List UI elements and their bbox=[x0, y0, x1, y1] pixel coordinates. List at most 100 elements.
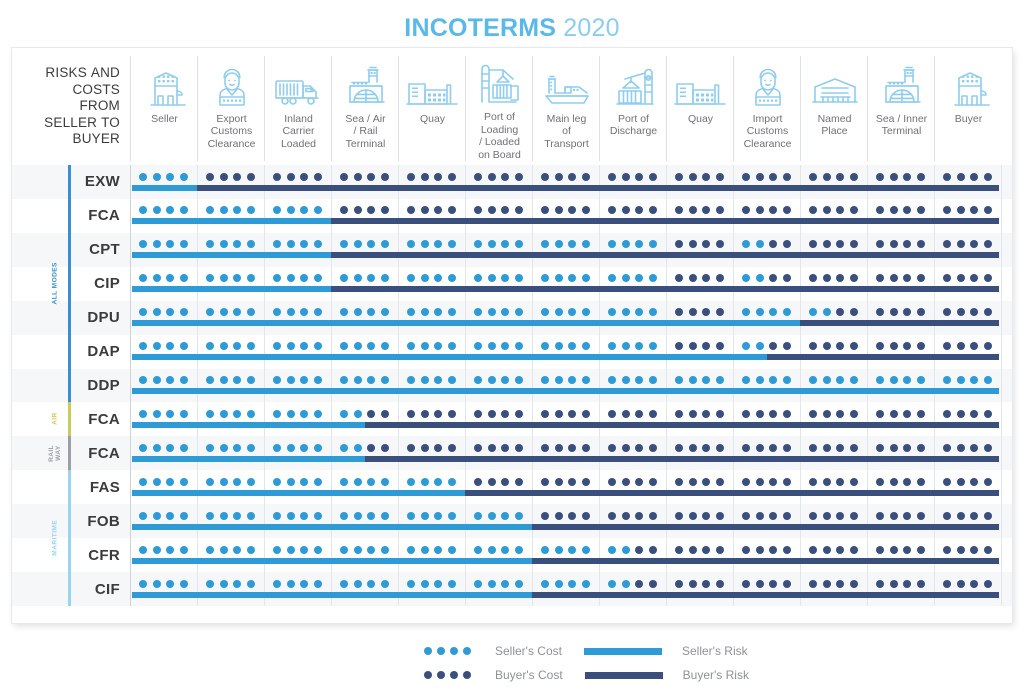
cost-dot bbox=[219, 376, 228, 385]
cost-dot bbox=[434, 579, 443, 588]
cost-dot bbox=[943, 545, 952, 554]
cost-cell bbox=[264, 572, 331, 606]
cost-dots bbox=[934, 240, 1001, 249]
seller-risk-bar bbox=[132, 489, 465, 496]
group-label: AIR bbox=[51, 413, 59, 426]
cost-cell bbox=[867, 335, 934, 369]
cost-cell bbox=[331, 538, 398, 572]
cost-dot bbox=[688, 240, 697, 249]
cost-dots bbox=[264, 342, 331, 351]
cost-cell bbox=[800, 301, 867, 335]
cost-dots bbox=[197, 511, 264, 520]
legend-row: Buyer's Cost Buyer's Risk bbox=[424, 666, 749, 684]
legend-dot bbox=[450, 671, 458, 679]
cost-cell bbox=[197, 402, 264, 436]
cost-dot bbox=[983, 206, 992, 215]
buyer-risk-bar bbox=[331, 218, 999, 225]
cost-dots bbox=[130, 206, 197, 215]
cost-dot bbox=[688, 409, 697, 418]
cost-dot bbox=[903, 206, 912, 215]
cost-dot bbox=[755, 308, 764, 317]
cost-dot bbox=[407, 308, 416, 317]
cost-dot bbox=[889, 342, 898, 351]
cost-dot bbox=[286, 308, 295, 317]
cost-dot bbox=[943, 579, 952, 588]
cost-dot bbox=[233, 443, 242, 452]
cost-cell bbox=[599, 470, 666, 504]
cost-cell bbox=[398, 538, 465, 572]
incoterm-label-exw-0: EXW bbox=[84, 173, 120, 191]
cost-dot bbox=[139, 206, 148, 215]
cost-cell bbox=[264, 436, 331, 470]
cost-cell bbox=[331, 369, 398, 403]
cost-dot bbox=[635, 240, 644, 249]
cost-dot bbox=[501, 342, 510, 351]
cost-dots bbox=[197, 274, 264, 283]
cost-dot bbox=[407, 579, 416, 588]
cost-dot bbox=[300, 511, 309, 520]
cost-cell bbox=[934, 233, 1001, 267]
table-row bbox=[12, 300, 1012, 335]
cost-dots bbox=[130, 172, 197, 181]
cost-dots bbox=[331, 342, 398, 351]
cost-dot bbox=[970, 172, 979, 181]
column-header-6: Port of Loading / Loaded on Board bbox=[465, 56, 533, 161]
cost-cell bbox=[264, 335, 331, 369]
cost-dot bbox=[782, 274, 791, 283]
cost-dot bbox=[233, 409, 242, 418]
cost-dot bbox=[943, 342, 952, 351]
cost-dot bbox=[742, 443, 751, 452]
cost-dot bbox=[688, 172, 697, 181]
cost-dot bbox=[581, 342, 590, 351]
column-divider bbox=[599, 165, 600, 606]
cost-dot bbox=[956, 477, 965, 486]
cost-dot bbox=[635, 308, 644, 317]
cost-dot bbox=[782, 511, 791, 520]
cost-dot bbox=[849, 342, 858, 351]
cost-cell bbox=[733, 301, 800, 335]
column-header-1: Seller bbox=[130, 56, 198, 161]
legend-dots bbox=[424, 671, 490, 679]
cost-dots bbox=[465, 511, 532, 520]
cost-dot bbox=[755, 511, 764, 520]
cost-dots bbox=[197, 545, 264, 554]
cost-dot bbox=[152, 579, 161, 588]
cost-dot bbox=[836, 545, 845, 554]
cost-dot bbox=[648, 579, 657, 588]
cost-dot bbox=[608, 308, 617, 317]
legend-dots bbox=[424, 647, 490, 655]
cost-dots bbox=[264, 477, 331, 486]
cost-dots bbox=[666, 172, 733, 181]
cost-dot bbox=[340, 511, 349, 520]
cost-dot bbox=[514, 443, 523, 452]
cost-cell bbox=[398, 572, 465, 606]
cost-dot bbox=[970, 342, 979, 351]
cost-dot bbox=[233, 477, 242, 486]
cost-dot bbox=[313, 308, 322, 317]
terminal-icon bbox=[879, 56, 925, 108]
cost-dot bbox=[715, 477, 724, 486]
cost-dots bbox=[934, 342, 1001, 351]
cost-cell bbox=[867, 504, 934, 538]
cost-dot bbox=[300, 240, 309, 249]
cost-dots bbox=[733, 308, 800, 317]
cost-cell bbox=[398, 165, 465, 199]
cost-dot bbox=[367, 511, 376, 520]
cost-dots bbox=[599, 308, 666, 317]
cost-dot bbox=[876, 342, 885, 351]
cost-dots bbox=[800, 443, 867, 452]
cost-dots bbox=[398, 172, 465, 181]
cost-dot bbox=[876, 511, 885, 520]
cost-cell bbox=[398, 233, 465, 267]
cost-dot bbox=[822, 409, 831, 418]
cost-cell bbox=[197, 165, 264, 199]
cost-dot bbox=[313, 443, 322, 452]
cost-dots bbox=[197, 579, 264, 588]
cost-cell bbox=[599, 504, 666, 538]
cost-dot bbox=[742, 342, 751, 351]
column-divider bbox=[800, 165, 801, 606]
cost-dot bbox=[474, 477, 483, 486]
cost-dot bbox=[313, 579, 322, 588]
cost-dots bbox=[934, 477, 1001, 486]
cost-dot bbox=[367, 274, 376, 283]
